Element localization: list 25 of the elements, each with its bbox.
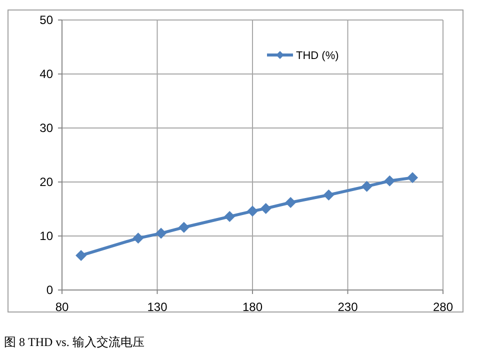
- point: [178, 222, 190, 233]
- y-tick-label: 0: [46, 283, 54, 297]
- point: [247, 206, 258, 217]
- y-tick-label: 40: [40, 67, 54, 81]
- x-tick-label: 80: [55, 300, 69, 314]
- point: [285, 197, 296, 208]
- point: [156, 228, 167, 239]
- point: [224, 211, 236, 222]
- point: [384, 175, 396, 186]
- point: [260, 202, 272, 214]
- y-tick-label: 10: [40, 229, 54, 243]
- x-tick-label: 130: [147, 300, 168, 314]
- y-tick-label: 20: [40, 175, 54, 189]
- point: [132, 232, 144, 244]
- y-tick-label: 50: [40, 13, 54, 27]
- point: [361, 180, 372, 192]
- caption: 图 8 THD vs. 输入交流电压: [4, 335, 144, 349]
- legend-label: THD (%): [296, 50, 339, 62]
- x-tick-label: 180: [242, 300, 263, 314]
- x-tick-label: 280: [432, 300, 454, 314]
- y-tick-label: 30: [40, 121, 54, 135]
- point: [76, 250, 87, 261]
- point: [323, 189, 334, 200]
- point: [407, 172, 418, 184]
- x-tick-label: 230: [338, 300, 358, 314]
